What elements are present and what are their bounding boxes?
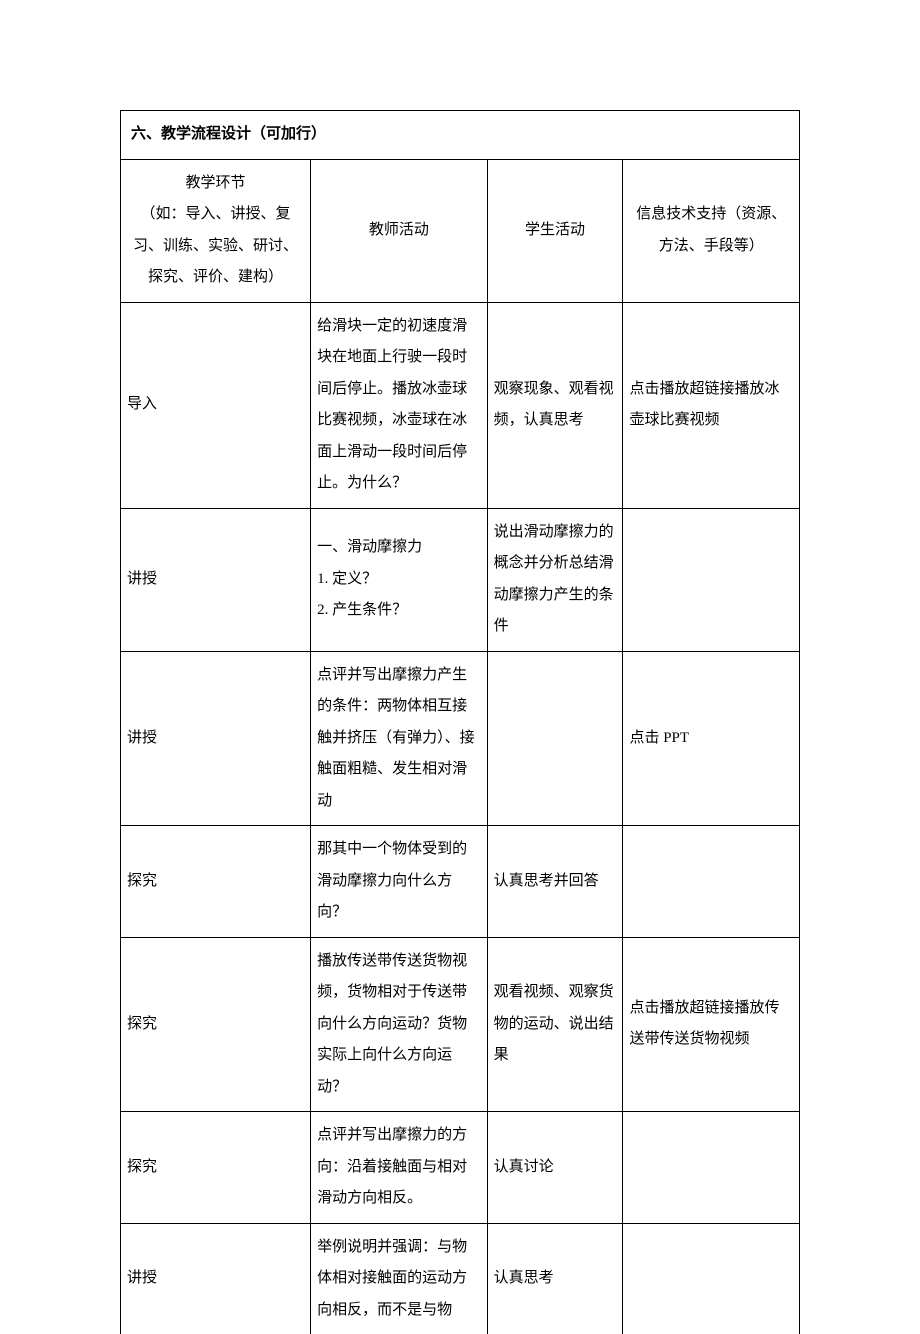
lesson-flow-table: 六、教学流程设计（可加行） 教学环节（如：导入、讲授、复习、训练、实验、研讨、探… xyxy=(120,110,800,1334)
section-header-row: 六、教学流程设计（可加行） xyxy=(121,111,800,160)
teacher-cell: 点评并写出摩擦力产生的条件：两物体相互接触并挤压（有弹力）、接触面粗糙、发生相对… xyxy=(311,651,488,826)
tech-cell xyxy=(623,508,800,651)
student-cell: 说出滑动摩擦力的概念并分析总结滑动摩擦力产生的条件 xyxy=(487,508,623,651)
table-row: 讲授 一、滑动摩擦力1. 定义？2. 产生条件？ 说出滑动摩擦力的概念并分析总结… xyxy=(121,508,800,651)
table-row: 探究 那其中一个物体受到的滑动摩擦力向什么方向？ 认真思考并回答 xyxy=(121,826,800,938)
tech-cell xyxy=(623,826,800,938)
table-row: 探究 播放传送带传送货物视频，货物相对于传送带向什么方向运动？货物实际上向什么方… xyxy=(121,937,800,1112)
student-cell xyxy=(487,651,623,826)
tech-cell: 点击 PPT xyxy=(623,651,800,826)
phase-cell: 探究 xyxy=(121,937,311,1112)
tech-cell xyxy=(623,1223,800,1334)
header-student: 学生活动 xyxy=(487,159,623,302)
table-row: 导入 给滑块一定的初速度滑块在地面上行驶一段时间后停止。播放冰壶球比赛视频，冰壶… xyxy=(121,302,800,508)
header-teacher: 教师活动 xyxy=(311,159,488,302)
section-title-cell: 六、教学流程设计（可加行） xyxy=(121,111,800,160)
header-tech: 信息技术支持（资源、方法、手段等） xyxy=(623,159,800,302)
table-row: 探究 点评并写出摩擦力的方向：沿着接触面与相对滑动方向相反。 认真讨论 xyxy=(121,1112,800,1224)
teacher-cell: 那其中一个物体受到的滑动摩擦力向什么方向？ xyxy=(311,826,488,938)
phase-cell: 讲授 xyxy=(121,651,311,826)
teacher-cell: 给滑块一定的初速度滑块在地面上行驶一段时间后停止。播放冰壶球比赛视频，冰壶球在冰… xyxy=(311,302,488,508)
phase-cell: 探究 xyxy=(121,1112,311,1224)
tech-cell xyxy=(623,1112,800,1224)
student-cell: 认真讨论 xyxy=(487,1112,623,1224)
phase-cell: 讲授 xyxy=(121,508,311,651)
table-row: 讲授 举例说明并强调：与物体相对接触面的运动方向相反，而不是与物 认真思考 xyxy=(121,1223,800,1334)
teacher-cell: 一、滑动摩擦力1. 定义？2. 产生条件？ xyxy=(311,508,488,651)
student-cell: 认真思考并回答 xyxy=(487,826,623,938)
student-cell: 认真思考 xyxy=(487,1223,623,1334)
student-cell: 观察现象、观看视频，认真思考 xyxy=(487,302,623,508)
teacher-cell: 播放传送带传送货物视频，货物相对于传送带向什么方向运动？货物实际上向什么方向运动… xyxy=(311,937,488,1112)
teacher-cell: 举例说明并强调：与物体相对接触面的运动方向相反，而不是与物 xyxy=(311,1223,488,1334)
teacher-cell: 点评并写出摩擦力的方向：沿着接触面与相对滑动方向相反。 xyxy=(311,1112,488,1224)
tech-cell: 点击播放超链接播放冰壶球比赛视频 xyxy=(623,302,800,508)
student-cell: 观看视频、观察货物的运动、说出结果 xyxy=(487,937,623,1112)
header-phase: 教学环节（如：导入、讲授、复习、训练、实验、研讨、探究、评价、建构） xyxy=(121,159,311,302)
phase-cell: 讲授 xyxy=(121,1223,311,1334)
phase-cell: 探究 xyxy=(121,826,311,938)
tech-cell: 点击播放超链接播放传送带传送货物视频 xyxy=(623,937,800,1112)
table-body: 六、教学流程设计（可加行） 教学环节（如：导入、讲授、复习、训练、实验、研讨、探… xyxy=(121,111,800,1334)
table-row: 讲授 点评并写出摩擦力产生的条件：两物体相互接触并挤压（有弹力）、接触面粗糙、发… xyxy=(121,651,800,826)
column-header-row: 教学环节（如：导入、讲授、复习、训练、实验、研讨、探究、评价、建构） 教师活动 … xyxy=(121,159,800,302)
phase-cell: 导入 xyxy=(121,302,311,508)
